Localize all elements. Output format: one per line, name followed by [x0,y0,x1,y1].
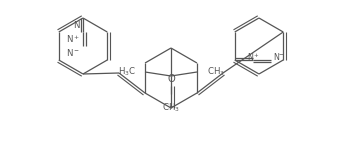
Text: $\mathregular{N}^{-}$: $\mathregular{N}^{-}$ [273,51,285,63]
Text: $\mathregular{N}^{\!+}$: $\mathregular{N}^{\!+}$ [247,51,259,63]
Text: CH$_3$: CH$_3$ [207,66,225,78]
Text: CH$_3$: CH$_3$ [162,102,180,115]
Text: H$_3$C: H$_3$C [118,66,136,78]
Text: N$^-$: N$^-$ [66,47,80,58]
Text: N: N [74,20,80,29]
Text: N$^+$: N$^+$ [66,33,80,45]
Text: O: O [167,74,175,84]
